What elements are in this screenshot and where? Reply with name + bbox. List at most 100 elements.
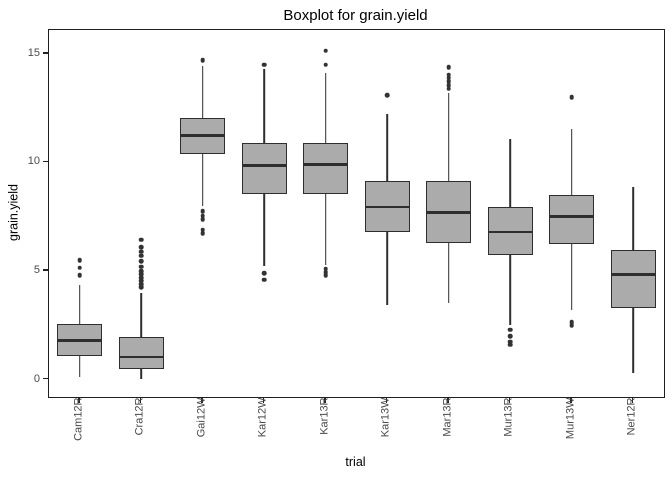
lower-whisker-line xyxy=(447,242,450,303)
outlier-point xyxy=(507,327,513,332)
outlier-point xyxy=(138,264,144,269)
y-tick-mark xyxy=(43,52,48,54)
outlier-point xyxy=(323,273,329,278)
iqr-box xyxy=(303,142,349,194)
lower-whisker-line xyxy=(509,254,512,326)
outlier-point xyxy=(261,62,267,68)
outlier-point xyxy=(323,266,329,272)
outlier-point xyxy=(323,269,329,275)
iqr-box xyxy=(118,337,164,369)
y-tick-label: 15 xyxy=(27,46,40,59)
lower-whisker-line xyxy=(263,193,266,266)
x-tick-mark xyxy=(324,397,326,403)
lower-whisker-line xyxy=(570,243,573,311)
outlier-point xyxy=(569,323,575,328)
iqr-box xyxy=(241,142,287,194)
x-tick-mark xyxy=(508,397,510,403)
outlier-point xyxy=(261,277,267,283)
outlier-point xyxy=(261,270,267,276)
lower-whisker-line xyxy=(632,307,635,374)
outlier-point xyxy=(323,48,329,53)
y-tick-mark xyxy=(43,160,48,163)
x-tick-label: Mur13W xyxy=(564,397,577,440)
x-tick-mark xyxy=(385,397,387,403)
x-tick-label: Kar13W xyxy=(379,397,392,438)
y-tick-label: 5 xyxy=(33,264,40,277)
outlier-point xyxy=(446,72,452,77)
upper-whisker-line xyxy=(201,65,204,118)
upper-whisker-line xyxy=(632,187,635,251)
lower-whisker-line xyxy=(140,368,143,379)
outlier-point xyxy=(507,333,513,339)
outlier-point xyxy=(138,285,144,290)
x-tick-mark xyxy=(447,397,449,403)
upper-whisker-line xyxy=(78,285,81,325)
outlier-point xyxy=(77,265,83,271)
plot-area xyxy=(48,29,665,398)
outlier-point xyxy=(138,271,144,277)
outlier-point xyxy=(507,339,513,344)
upper-whisker-line xyxy=(570,128,573,196)
median-line xyxy=(180,134,226,137)
x-tick-label: Gai12W xyxy=(195,397,208,438)
x-tick-mark xyxy=(201,397,203,403)
x-tick-label: Kar13R xyxy=(318,397,331,435)
x-tick-label: Kar12W xyxy=(256,397,269,438)
outlier-point xyxy=(446,75,452,81)
outlier-point xyxy=(384,92,390,98)
outlier-point xyxy=(200,216,206,222)
x-tick-label: Mar13R xyxy=(441,397,454,437)
median-line xyxy=(487,230,533,234)
lower-whisker-line xyxy=(386,231,389,305)
outlier-point xyxy=(446,83,452,88)
median-line xyxy=(426,211,472,214)
iqr-box xyxy=(610,250,656,308)
median-line xyxy=(241,164,287,168)
upper-whisker-line xyxy=(324,73,327,143)
outlier-point xyxy=(200,58,206,63)
outlier-point xyxy=(138,268,144,274)
y-axis-title: grain.yield xyxy=(6,184,21,241)
outlier-point xyxy=(200,227,206,233)
upper-whisker-line xyxy=(263,69,266,143)
x-axis-title: trial xyxy=(345,455,366,469)
outlier-point xyxy=(77,257,83,263)
outlier-point xyxy=(200,213,206,218)
median-line xyxy=(364,205,410,209)
y-tick-mark xyxy=(43,269,48,271)
y-tick-label: 10 xyxy=(27,155,40,168)
x-tick-mark xyxy=(262,397,264,403)
lower-whisker-line xyxy=(78,355,81,378)
upper-whisker-line xyxy=(509,138,512,207)
lower-whisker-line xyxy=(324,193,327,265)
outlier-point xyxy=(138,281,144,287)
outlier-point xyxy=(446,78,452,84)
outlier-point xyxy=(200,209,206,214)
x-tick-mark xyxy=(78,397,80,403)
outlier-point xyxy=(323,62,329,68)
outlier-point xyxy=(446,64,452,70)
x-tick-label: Ner12R xyxy=(625,397,638,436)
x-tick-label: Cra12R xyxy=(133,397,146,436)
outlier-point xyxy=(77,273,83,278)
outlier-point xyxy=(138,258,144,264)
outlier-point xyxy=(569,95,575,100)
y-tick-mark xyxy=(43,377,48,380)
chart-title: Boxplot for grain.yield xyxy=(283,7,428,24)
outlier-point xyxy=(138,275,144,280)
median-line xyxy=(118,355,164,359)
outlier-point xyxy=(138,237,144,242)
x-tick-label: Cam12R xyxy=(72,397,85,441)
outlier-point xyxy=(507,342,513,348)
outlier-point xyxy=(138,244,144,250)
upper-whisker-line xyxy=(447,92,450,181)
x-tick-mark xyxy=(570,397,572,403)
iqr-box xyxy=(549,195,595,244)
outlier-point xyxy=(569,319,575,325)
outlier-point xyxy=(138,253,144,259)
median-line xyxy=(610,273,656,276)
x-tick-mark xyxy=(631,397,633,403)
outlier-point xyxy=(446,86,452,91)
median-line xyxy=(57,339,103,342)
